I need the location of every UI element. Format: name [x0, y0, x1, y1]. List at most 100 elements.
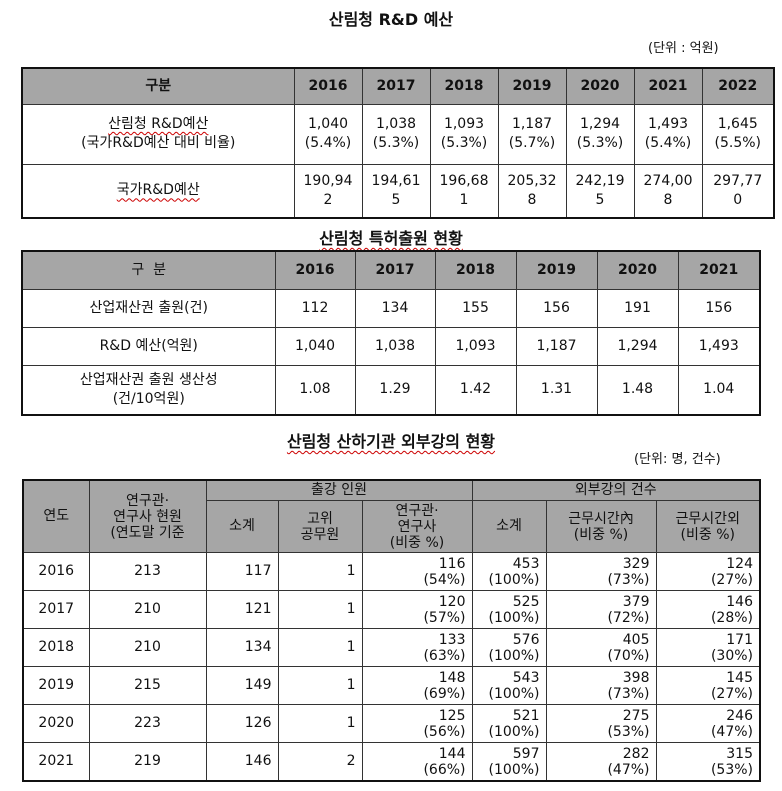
header-cell: 구분 — [21, 67, 295, 105]
cell: 134 — [205, 628, 279, 668]
cell: 1.42 — [434, 364, 517, 416]
cell: 205,32 8 — [497, 163, 567, 219]
cell: 1.04 — [677, 364, 761, 416]
cell: 124 (27%) — [655, 552, 761, 592]
cell: 1,493 (5.4%) — [633, 103, 703, 165]
cell: 171 (30%) — [655, 628, 761, 668]
cell: 1.29 — [354, 364, 436, 416]
cell: 134 — [354, 288, 436, 328]
cell: 1 — [277, 628, 363, 668]
cell: 1,187 — [515, 326, 598, 366]
row-label: 산림청 R&D예산 (국가R&D예산 대비 비율) — [21, 103, 295, 165]
table-row: 2016 213 117 1 116 (54%) 453 (100%) 329 (73… — [22, 552, 761, 592]
cell: 1,187 (5.7%) — [497, 103, 567, 165]
cell: 1,294 — [596, 326, 679, 366]
header-cell: 2017 — [361, 67, 431, 105]
patent-header-row: 구 분 2016 2017 2018 2019 2020 2021 — [21, 250, 761, 290]
cell: 190,94 2 — [293, 163, 363, 219]
cell: 148 (69%) — [361, 666, 473, 706]
header-high-official: 고위 공무원 — [277, 500, 363, 554]
cell: 144 (66%) — [361, 742, 473, 782]
header-cell: 2019 — [515, 250, 598, 290]
row-label: 산업재산권 출원 생산성 (건/10억원) — [21, 364, 276, 416]
cell: 219 — [88, 742, 207, 782]
cell: 1,040 — [274, 326, 356, 366]
cell: 149 — [205, 666, 279, 706]
cell: 210 — [88, 590, 207, 630]
cell: 126 — [205, 704, 279, 744]
header-cell: 2022 — [701, 67, 775, 105]
header-cell: 구 분 — [21, 250, 276, 290]
header-lecture-count-group: 외부강의 건수 — [471, 479, 761, 502]
cell: 116 (54%) — [361, 552, 473, 592]
cell: 297,77 0 — [701, 163, 775, 219]
table-row: 2020 223 126 1 125 (56%) 521 (100%) 275 (53… — [22, 704, 761, 744]
cell: 379 (72%) — [545, 590, 657, 630]
cell: 1.08 — [274, 364, 356, 416]
cell: 2 — [277, 742, 363, 782]
header-researcher-share: 연구관· 연구사 (비중 %) — [361, 500, 473, 554]
cell: 1,294 (5.3%) — [565, 103, 635, 165]
lecture-header-row-1: 연도 연구관· 연구사 현원 (연도말 기준 출강 인원 외부강의 건수 — [22, 479, 761, 554]
header-cell: 2018 — [429, 67, 499, 105]
cell: 210 — [88, 628, 207, 668]
cell: 525 (100%) — [471, 590, 547, 630]
cell: 194,61 5 — [361, 163, 431, 219]
table-row: R&D 예산(억원) 1,040 1,038 1,093 1,187 1,294… — [21, 326, 761, 366]
cell: 543 (100%) — [471, 666, 547, 706]
header-cell: 2020 — [596, 250, 679, 290]
cell: 1,493 — [677, 326, 761, 366]
header-cell: 2016 — [293, 67, 363, 105]
cell: 191 — [596, 288, 679, 328]
cell: 145 (27%) — [655, 666, 761, 706]
table-row: 2017 210 121 1 120 (57%) 525 (100%) 379 (72… — [22, 590, 761, 630]
cell: 453 (100%) — [471, 552, 547, 592]
cell: 213 — [88, 552, 207, 592]
cell: 274,00 8 — [633, 163, 703, 219]
cell: 1,093 (5.3%) — [429, 103, 499, 165]
header-subtotal-2: 소계 — [471, 500, 547, 554]
cell: 398 (73%) — [545, 666, 657, 706]
rd-budget-title: 산림청 R&D 예산 — [328, 10, 454, 29]
cell: 1,645 (5.5%) — [701, 103, 775, 165]
rd-budget-table: 구분 2016 2017 2018 2019 2020 2021 2022 산림… — [21, 67, 775, 219]
cell: 146 — [205, 742, 279, 782]
cell: 215 — [88, 666, 207, 706]
lecture-unit: (단위: 명, 건수) — [634, 452, 721, 467]
lecture-header-row-2: 소계 고위 공무원 연구관· 연구사 (비중 %) 소계 근무시간內 (비중 %) 근무… — [23, 500, 761, 554]
lecture-title: 산림청 산하기관 외부강의 현황 — [286, 432, 496, 451]
table-row: 산림청 R&D예산 (국가R&D예산 대비 비율) 1,040 (5.4%) 1,0… — [21, 103, 775, 165]
cell: 1 — [277, 590, 363, 630]
header-cell: 2020 — [565, 67, 635, 105]
cell: 125 (56%) — [361, 704, 473, 744]
cell: 329 (73%) — [545, 552, 657, 592]
header-cell: 2016 — [274, 250, 356, 290]
cell: 120 (57%) — [361, 590, 473, 630]
cell: 1,040 (5.4%) — [293, 103, 363, 165]
patent-title: 산림청 특허출원 현황 — [319, 229, 463, 248]
row-label: 산업재산권 출원(건) — [21, 288, 276, 328]
cell: 196,68 1 — [429, 163, 499, 219]
rd-budget-header-row: 구분 2016 2017 2018 2019 2020 2021 2022 — [21, 67, 775, 105]
cell: 155 — [434, 288, 517, 328]
header-cell: 2021 — [633, 67, 703, 105]
cell: 242,19 5 — [565, 163, 635, 219]
table-row: 2019 215 149 1 148 (69%) 543 (100%) 398 (73… — [22, 666, 761, 706]
cell: 223 — [88, 704, 207, 744]
rd-budget-unit: (단위 : 억원) — [648, 41, 719, 56]
cell: 112 — [274, 288, 356, 328]
cell: 133 (63%) — [361, 628, 473, 668]
table-row: 2018 210 134 1 133 (63%) 576 (100%) 405 (70… — [22, 628, 761, 668]
row-label: R&D 예산(억원) — [21, 326, 276, 366]
header-cell: 2019 — [497, 67, 567, 105]
header-year: 연도 — [22, 479, 90, 554]
cell: 275 (53%) — [545, 704, 657, 744]
cell: 1 — [277, 552, 363, 592]
cell: 405 (70%) — [545, 628, 657, 668]
cell: 156 — [515, 288, 598, 328]
table-row: 국가R&D예산 190,94 2 194,61 5 196,68 1 205,32 8 … — [21, 163, 775, 219]
cell-year: 2016 — [22, 552, 90, 592]
cell: 576 (100%) — [471, 628, 547, 668]
cell: 1,038 (5.3%) — [361, 103, 431, 165]
cell: 1,038 — [354, 326, 436, 366]
